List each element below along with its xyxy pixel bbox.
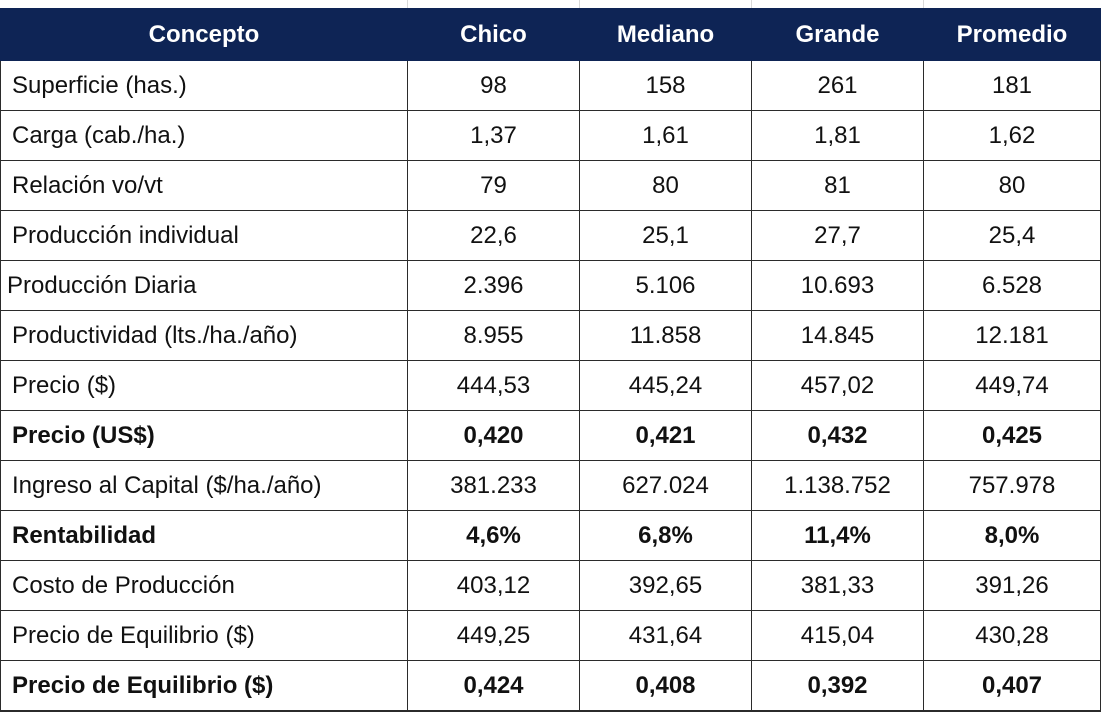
header-cell-grande[interactable]: Grande (751, 8, 924, 61)
value-cell[interactable]: 1.138.752 (751, 460, 924, 511)
row-label-cell[interactable]: Productividad (lts./ha./año) (0, 310, 408, 361)
row-label-cell[interactable]: Carga (cab./ha.) (0, 110, 408, 161)
value-cell[interactable]: 0,420 (407, 410, 580, 461)
value-cell[interactable]: 0,408 (579, 660, 752, 712)
row-label-cell[interactable]: Superficie (has.) (0, 60, 408, 111)
value-cell[interactable]: 79 (407, 160, 580, 211)
table-row: Producción individual 22,6 25,1 27,7 25,4 (0, 210, 1101, 261)
row-label-cell[interactable]: Producción individual (0, 210, 408, 261)
table-row: Relación vo/vt 79 80 81 80 (0, 160, 1101, 211)
data-table: Concepto Chico Mediano Grande Promedio S… (0, 8, 1101, 712)
header-row: Concepto Chico Mediano Grande Promedio (0, 8, 1101, 61)
value-cell[interactable]: 0,407 (923, 660, 1101, 712)
value-cell[interactable]: 0,392 (751, 660, 924, 712)
table-row: Productividad (lts./ha./año) 8.955 11.858 1… (0, 310, 1101, 361)
value-cell[interactable]: 12.181 (923, 310, 1101, 361)
value-cell[interactable]: 25,4 (923, 210, 1101, 261)
value-cell[interactable]: 430,28 (923, 610, 1101, 661)
row-label-cell[interactable]: Ingreso al Capital ($/ha./año) (0, 460, 408, 511)
value-cell[interactable]: 1,37 (407, 110, 580, 161)
table-row: Superficie (has.) 98 158 261 181 (0, 60, 1101, 111)
value-cell[interactable]: 158 (579, 60, 752, 111)
value-cell[interactable]: 80 (579, 160, 752, 211)
row-label-cell[interactable]: Precio (US$) (0, 410, 408, 461)
value-cell[interactable]: 1,81 (751, 110, 924, 161)
value-cell[interactable]: 22,6 (407, 210, 580, 261)
value-cell[interactable]: 4,6% (407, 510, 580, 561)
value-cell[interactable]: 403,12 (407, 560, 580, 611)
value-cell[interactable]: 391,26 (923, 560, 1101, 611)
sheet-gridline (751, 0, 752, 8)
header-cell-concepto[interactable]: Concepto (0, 8, 408, 61)
value-cell[interactable]: 27,7 (751, 210, 924, 261)
value-cell[interactable]: 381.233 (407, 460, 580, 511)
sheet-gridline (579, 0, 580, 8)
value-cell[interactable]: 14.845 (751, 310, 924, 361)
table-row: Rentabilidad 4,6% 6,8% 11,4% 8,0% (0, 510, 1101, 561)
value-cell[interactable]: 25,1 (579, 210, 752, 261)
value-cell[interactable]: 11.858 (579, 310, 752, 361)
value-cell[interactable]: 8.955 (407, 310, 580, 361)
table-body: Superficie (has.) 98 158 261 181 Carga (cab./… (0, 60, 1101, 712)
value-cell[interactable]: 627.024 (579, 460, 752, 511)
row-label-cell[interactable]: Rentabilidad (0, 510, 408, 561)
value-cell[interactable]: 1,61 (579, 110, 752, 161)
value-cell[interactable]: 1,62 (923, 110, 1101, 161)
value-cell[interactable]: 6.528 (923, 260, 1101, 311)
row-label-cell[interactable]: Precio de Equilibrio ($) (0, 660, 408, 712)
value-cell[interactable]: 81 (751, 160, 924, 211)
value-cell[interactable]: 0,424 (407, 660, 580, 712)
row-label-cell[interactable]: Precio ($) (0, 360, 408, 411)
value-cell[interactable]: 0,432 (751, 410, 924, 461)
value-cell[interactable]: 80 (923, 160, 1101, 211)
value-cell[interactable]: 431,64 (579, 610, 752, 661)
value-cell[interactable]: 2.396 (407, 260, 580, 311)
value-cell[interactable]: 449,25 (407, 610, 580, 661)
table-row: Carga (cab./ha.) 1,37 1,61 1,81 1,62 (0, 110, 1101, 161)
value-cell[interactable]: 392,65 (579, 560, 752, 611)
table-row: Producción Diaria 2.396 5.106 10.693 6.528 (0, 260, 1101, 311)
header-cell-promedio[interactable]: Promedio (923, 8, 1101, 61)
table-row: Precio (US$) 0,420 0,421 0,432 0,425 (0, 410, 1101, 461)
sheet-gridline (407, 0, 408, 8)
table-row: Costo de Producción 403,12 392,65 381,33 391… (0, 560, 1101, 611)
value-cell[interactable]: 449,74 (923, 360, 1101, 411)
table-row: Ingreso al Capital ($/ha./año) 381.233 627… (0, 460, 1101, 511)
value-cell[interactable]: 11,4% (751, 510, 924, 561)
header-cell-chico[interactable]: Chico (407, 8, 580, 61)
value-cell[interactable]: 98 (407, 60, 580, 111)
sheet-gridline (923, 0, 924, 8)
table-row: Precio ($) 444,53 445,24 457,02 449,74 (0, 360, 1101, 411)
value-cell[interactable]: 6,8% (579, 510, 752, 561)
header-cell-mediano[interactable]: Mediano (579, 8, 752, 61)
row-label-cell[interactable]: Relación vo/vt (0, 160, 408, 211)
row-label-cell[interactable]: Producción Diaria (0, 260, 408, 311)
value-cell[interactable]: 445,24 (579, 360, 752, 411)
value-cell[interactable]: 0,425 (923, 410, 1101, 461)
value-cell[interactable]: 0,421 (579, 410, 752, 461)
value-cell[interactable]: 444,53 (407, 360, 580, 411)
value-cell[interactable]: 5.106 (579, 260, 752, 311)
value-cell[interactable]: 261 (751, 60, 924, 111)
value-cell[interactable]: 8,0% (923, 510, 1101, 561)
value-cell[interactable]: 10.693 (751, 260, 924, 311)
value-cell[interactable]: 457,02 (751, 360, 924, 411)
row-label-cell[interactable]: Precio de Equilibrio ($) (0, 610, 408, 661)
table-row: Precio de Equilibrio ($) 0,424 0,408 0,392 0… (0, 660, 1101, 712)
row-label-cell[interactable]: Costo de Producción (0, 560, 408, 611)
value-cell[interactable]: 415,04 (751, 610, 924, 661)
value-cell[interactable]: 181 (923, 60, 1101, 111)
value-cell[interactable]: 757.978 (923, 460, 1101, 511)
value-cell[interactable]: 381,33 (751, 560, 924, 611)
table-row: Precio de Equilibrio ($) 449,25 431,64 415,… (0, 610, 1101, 661)
